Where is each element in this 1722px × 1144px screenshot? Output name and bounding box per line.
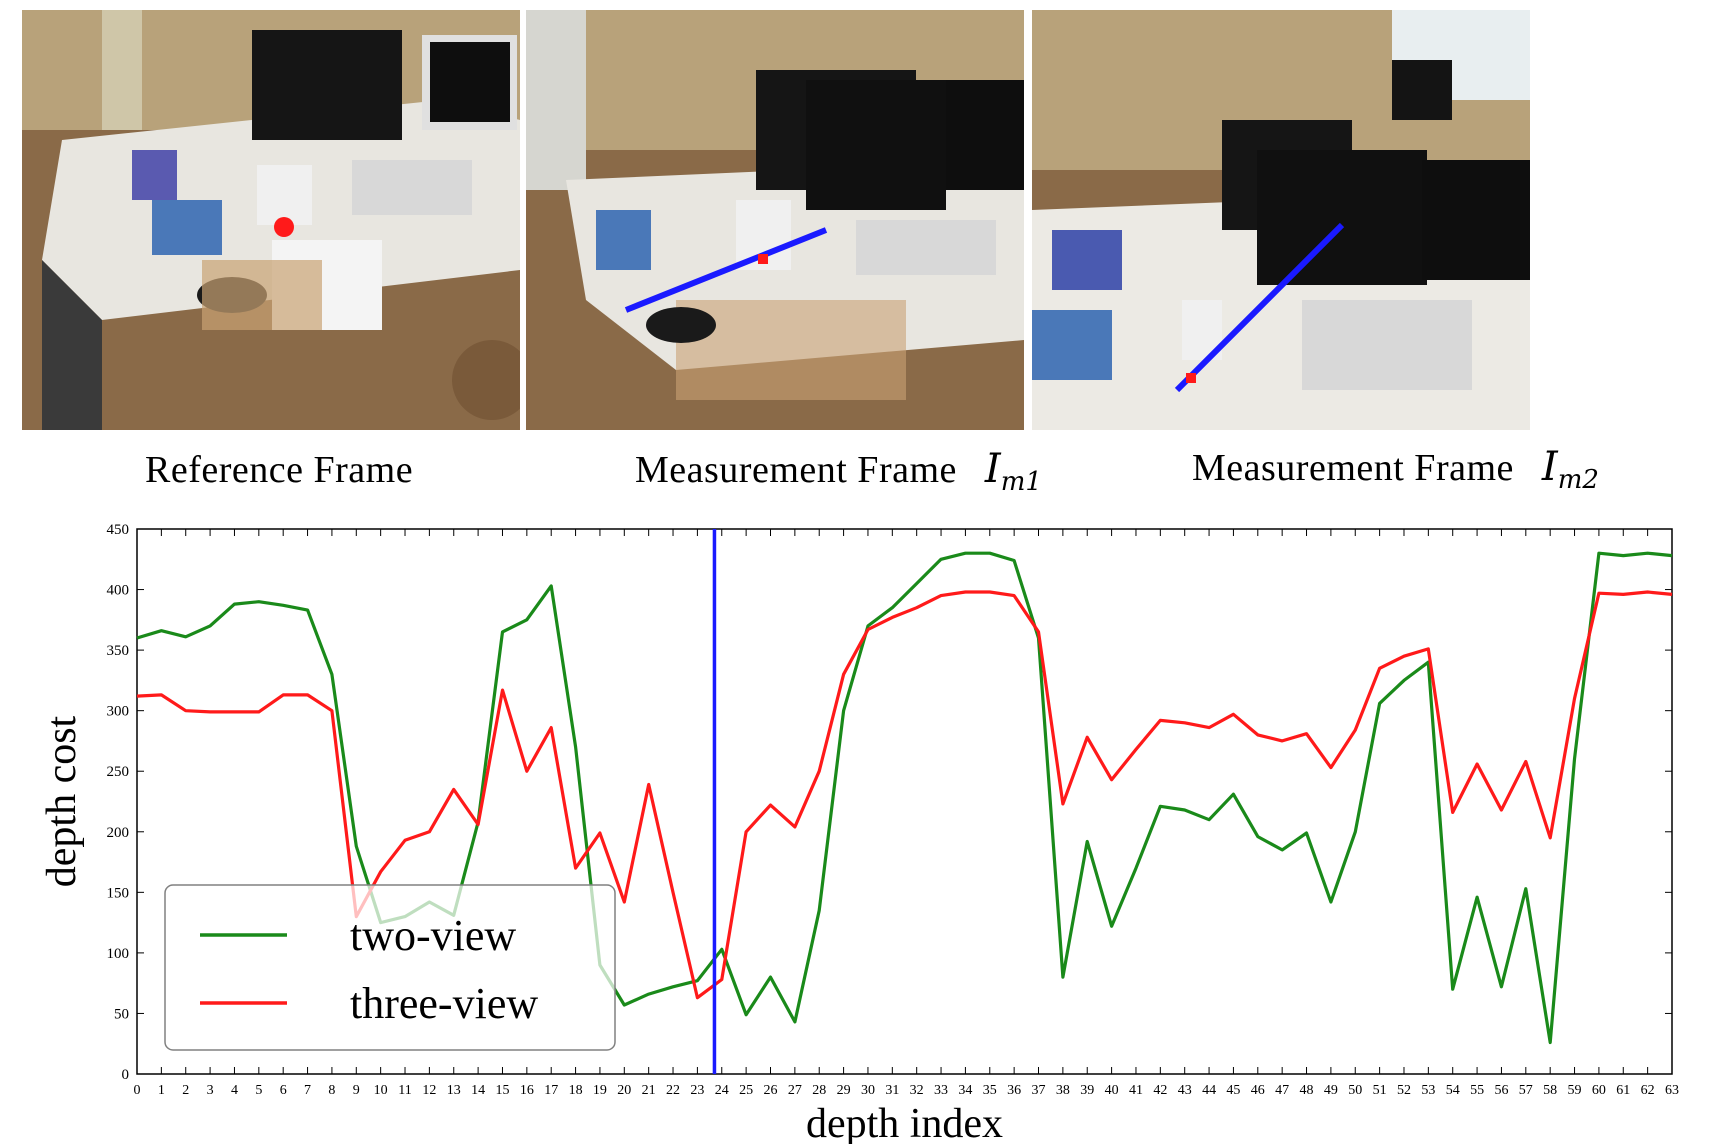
reference-frame-image <box>22 10 520 430</box>
x-tick-label: 17 <box>544 1083 558 1098</box>
x-tick-label: 2 <box>182 1083 189 1098</box>
y-tick-label: 300 <box>107 704 130 720</box>
x-tick-label: 45 <box>1226 1083 1240 1098</box>
x-tick-label: 1 <box>158 1083 165 1098</box>
x-tick-label: 32 <box>910 1083 924 1098</box>
x-tick-label: 46 <box>1251 1083 1265 1098</box>
epipolar-line-1 <box>624 227 828 313</box>
x-tick-label: 15 <box>495 1083 509 1098</box>
epipolar-line-2 <box>1174 222 1345 393</box>
x-tick-label: 38 <box>1056 1083 1070 1098</box>
projected-point-1 <box>758 254 768 264</box>
y-tick-label: 250 <box>107 764 130 780</box>
y-tick-label: 200 <box>107 825 130 841</box>
x-tick-label: 18 <box>569 1083 583 1098</box>
reference-frame-caption: Reference Frame <box>145 448 413 492</box>
x-tick-label: 29 <box>837 1083 851 1098</box>
x-tick-label: 42 <box>1153 1083 1167 1098</box>
reference-point-marker <box>274 217 294 237</box>
x-tick-label: 36 <box>1007 1083 1021 1098</box>
x-tick-label: 13 <box>447 1083 461 1098</box>
x-tick-label: 11 <box>398 1083 411 1098</box>
x-tick-label: 50 <box>1348 1083 1362 1098</box>
x-tick-label: 61 <box>1616 1083 1630 1098</box>
x-tick-label: 6 <box>280 1083 287 1098</box>
x-tick-label: 0 <box>134 1083 141 1098</box>
y-tick-label: 400 <box>107 583 130 599</box>
x-axis-label: depth index <box>806 1101 1003 1144</box>
x-tick-label: 33 <box>934 1083 948 1098</box>
legend-label-three-view: three-view <box>350 979 538 1028</box>
y-tick-label: 150 <box>107 885 130 901</box>
x-tick-label: 55 <box>1470 1083 1484 1098</box>
x-tick-label: 40 <box>1105 1083 1119 1098</box>
x-tick-label: 22 <box>666 1083 680 1098</box>
x-tick-label: 58 <box>1543 1083 1557 1098</box>
x-tick-label: 57 <box>1519 1083 1533 1098</box>
measurement-frame-2-label: Measurement Frame <box>1192 447 1514 489</box>
x-tick-label: 8 <box>328 1083 335 1098</box>
x-tick-label: 4 <box>231 1083 238 1098</box>
x-tick-label: 3 <box>207 1083 214 1098</box>
x-tick-label: 56 <box>1494 1083 1508 1098</box>
measurement-frame-1-label: Measurement Frame <box>635 449 957 491</box>
x-tick-label: 7 <box>304 1083 311 1098</box>
x-tick-label: 19 <box>593 1083 607 1098</box>
x-tick-label: 37 <box>1032 1083 1046 1098</box>
legend-label-two-view: two-view <box>350 911 516 960</box>
series-line-three-view <box>136 590 1673 1000</box>
legend-box <box>164 884 616 1051</box>
x-tick-label: 28 <box>812 1083 826 1098</box>
measurement-frame-2-symbol: Im2 <box>1541 444 1599 495</box>
measurement-frame-1-symbol: Im1 <box>984 446 1042 497</box>
x-tick-label: 51 <box>1373 1083 1387 1098</box>
x-tick-label: 60 <box>1592 1083 1606 1098</box>
x-tick-label: 49 <box>1324 1083 1338 1098</box>
x-tick-label: 27 <box>788 1083 802 1098</box>
x-tick-label: 23 <box>690 1083 704 1098</box>
measurement-frame-1-caption: Measurement Frame Im1 <box>635 446 1042 497</box>
x-tick-label: 20 <box>617 1083 631 1098</box>
x-tick-label: 59 <box>1568 1083 1582 1098</box>
x-tick-label: 35 <box>983 1083 997 1098</box>
x-tick-label: 16 <box>520 1083 534 1098</box>
x-tick-label: 9 <box>353 1083 360 1098</box>
reference-frame-label: Reference Frame <box>145 449 414 491</box>
x-tick-label: 44 <box>1202 1083 1216 1098</box>
x-tick-label: 63 <box>1665 1083 1679 1098</box>
x-tick-label: 41 <box>1129 1083 1143 1098</box>
x-tick-label: 25 <box>739 1083 753 1098</box>
x-tick-label: 39 <box>1080 1083 1094 1098</box>
x-tick-label: 43 <box>1178 1083 1192 1098</box>
y-tick-label: 100 <box>107 946 130 962</box>
plot-frame <box>136 528 1673 1075</box>
x-tick-label: 54 <box>1446 1083 1460 1098</box>
measurement-frame-2-caption: Measurement Frame Im2 <box>1192 444 1599 495</box>
x-tick-label: 24 <box>715 1083 729 1098</box>
x-tick-label: 30 <box>861 1083 875 1098</box>
x-tick-label: 52 <box>1397 1083 1411 1098</box>
y-tick-label: 450 <box>107 522 130 538</box>
x-tick-label: 47 <box>1275 1083 1289 1098</box>
y-axis-label: depth cost <box>39 715 85 887</box>
x-tick-label: 21 <box>642 1083 656 1098</box>
x-tick-label: 31 <box>885 1083 899 1098</box>
x-tick-label: 34 <box>958 1083 972 1098</box>
x-tick-label: 53 <box>1421 1083 1435 1098</box>
x-tick-label: 26 <box>763 1083 777 1098</box>
x-tick-label: 14 <box>471 1083 485 1098</box>
measurement-frame-2-image <box>1032 10 1530 430</box>
x-tick-label: 48 <box>1300 1083 1314 1098</box>
x-tick-label: 12 <box>422 1083 436 1098</box>
x-tick-label: 10 <box>374 1083 388 1098</box>
y-tick-label: 350 <box>107 643 130 659</box>
measurement-frame-1-image <box>526 10 1024 430</box>
x-tick-label: 5 <box>255 1083 262 1098</box>
y-tick-label: 50 <box>114 1006 129 1022</box>
y-tick-label: 0 <box>122 1067 130 1083</box>
projected-point-2 <box>1186 373 1196 383</box>
x-tick-label: 62 <box>1641 1083 1655 1098</box>
